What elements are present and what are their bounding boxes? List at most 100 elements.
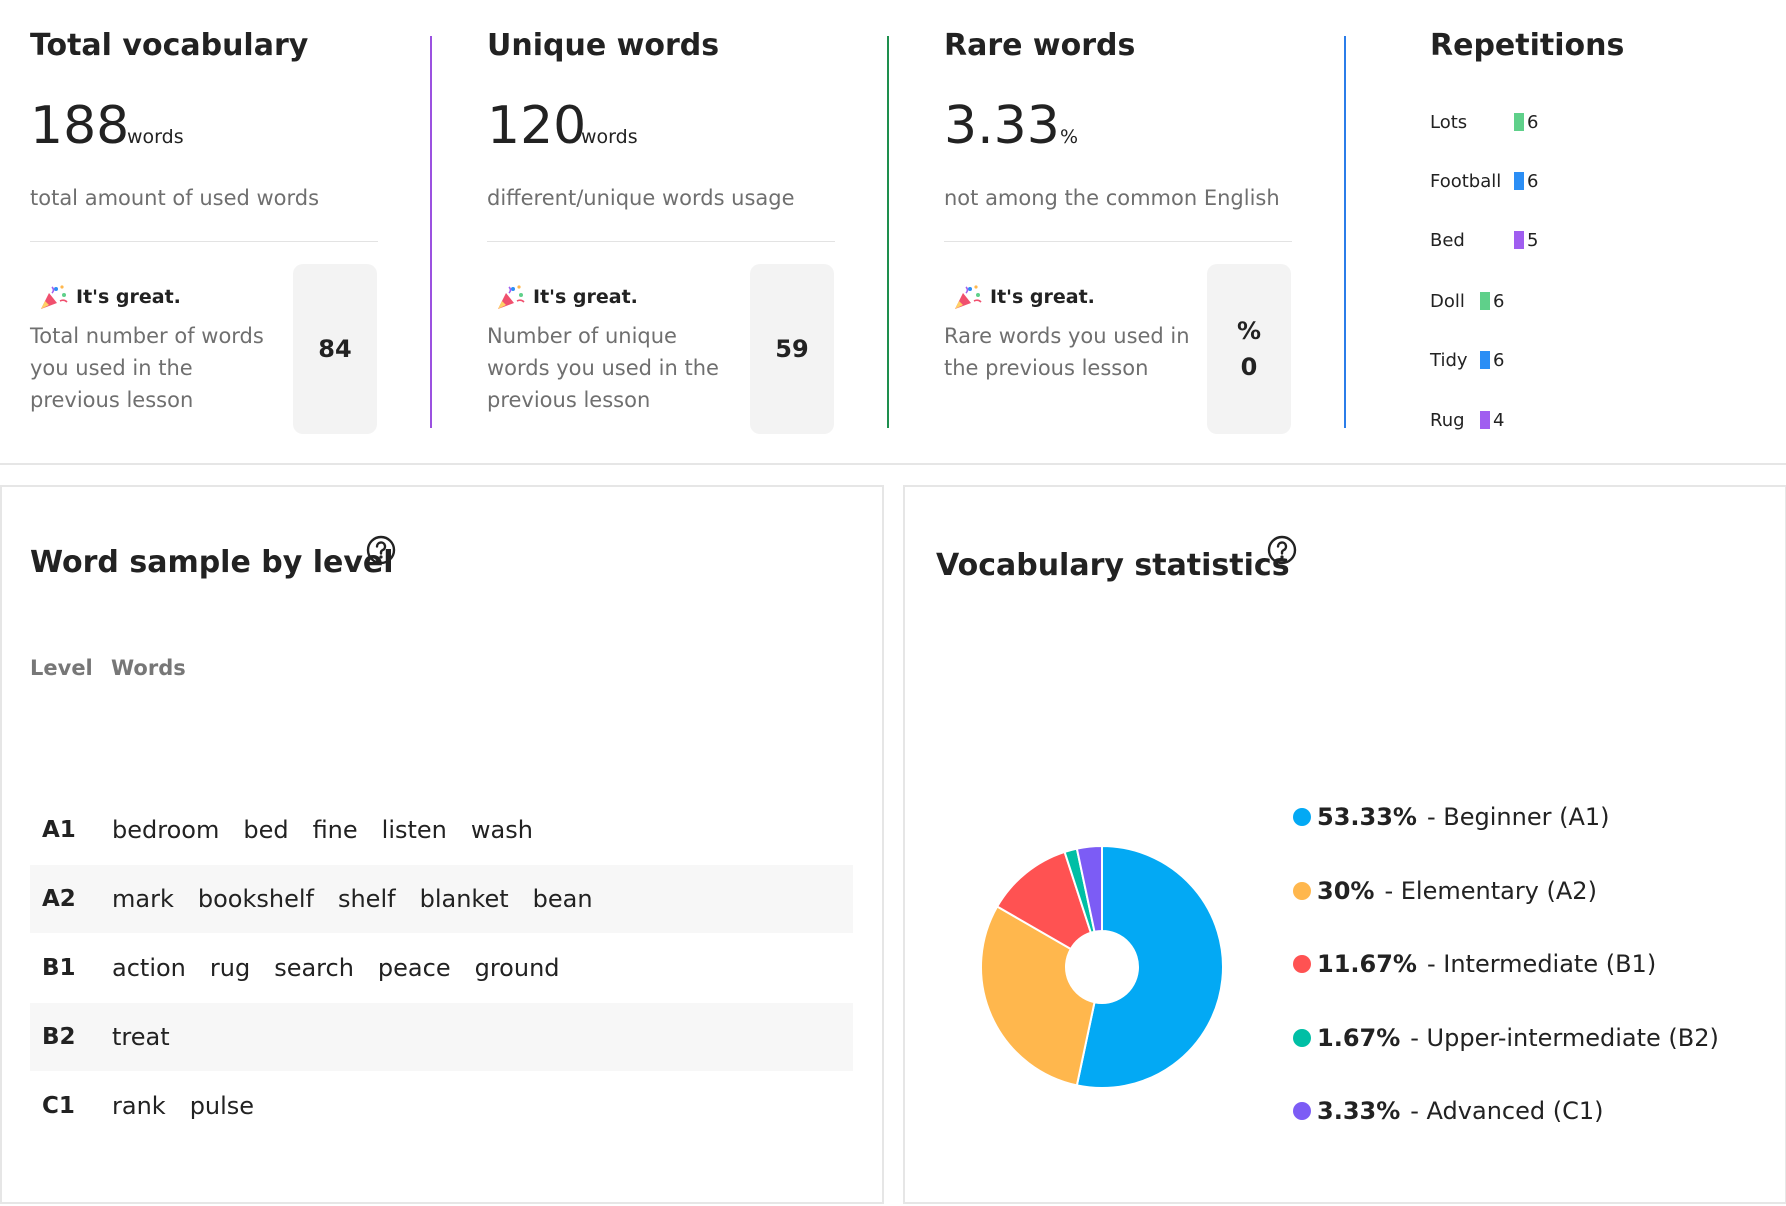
question-circle-icon[interactable]: [366, 535, 396, 565]
repetition-count: 6: [1527, 170, 1539, 192]
great-label: It's great.: [990, 286, 1095, 308]
legend-percent: 30%: [1317, 876, 1375, 905]
vocabulary-statistics-title: Vocabulary statistics: [936, 548, 1290, 583]
word: peace: [377, 954, 451, 982]
great-message: It's great.: [38, 283, 181, 311]
previous-lesson-value: 84: [293, 264, 377, 434]
card-subtitle: not among the common English: [944, 186, 1280, 210]
separator-purple: [430, 36, 432, 428]
level-code: C1: [42, 1093, 75, 1119]
question-circle-icon[interactable]: [1267, 535, 1297, 565]
slice-advanced-c1[interactable]: [1075, 844, 1103, 933]
card-subtitle: total amount of used words: [30, 186, 320, 210]
divider: [30, 241, 378, 242]
legend-dot-icon: [1293, 1102, 1311, 1120]
word: bedroom: [112, 816, 220, 844]
vocabulary-statistics-panel: Vocabulary statistics: [903, 485, 1786, 1204]
repetition-item: Rug 4: [1430, 408, 1504, 432]
card-unique-words: Unique words 120 words different/unique …: [487, 0, 835, 450]
legend-label: - Upper-intermediate (B2): [1410, 1023, 1719, 1052]
repetition-count: 6: [1493, 349, 1505, 371]
legend-percent: 1.67%: [1317, 1023, 1401, 1052]
total-vocabulary-value: 188: [30, 96, 130, 156]
level-code: B1: [42, 955, 76, 981]
table-row: A1 bedroom bed fine listen wash: [30, 796, 853, 864]
previous-lesson-description: Number of unique words you used in the p…: [487, 324, 719, 412]
table-row: C1 rank pulse: [30, 1072, 853, 1140]
column-header-level: Level: [30, 656, 93, 680]
repetition-bar: [1480, 411, 1490, 429]
legend-item: 53.33% - Beginner (A1): [1293, 799, 1610, 835]
previous-value: 0: [1240, 353, 1258, 381]
legend-dot-icon: [1293, 955, 1311, 973]
word: wash: [470, 816, 533, 844]
repetition-bar: [1514, 231, 1524, 249]
repetition-word: Bed: [1430, 229, 1465, 251]
level-code: B2: [42, 1024, 76, 1050]
repetition-item: Bed 5: [1430, 228, 1538, 252]
repetition-count: 6: [1527, 111, 1539, 133]
word: search: [274, 954, 354, 982]
value-unit: words: [127, 126, 184, 148]
legend-label: - Beginner (A1): [1426, 803, 1610, 831]
unique-words-value: 120: [487, 96, 587, 156]
word: fine: [312, 816, 358, 844]
repetition-word: Lots: [1430, 111, 1468, 133]
card-total-vocabulary: Total vocabulary 188 words total amount …: [30, 0, 378, 450]
slice-beginner-a1[interactable]: [1075, 844, 1224, 1089]
great-label: It's great.: [533, 286, 638, 308]
level-words: treat: [112, 1023, 170, 1051]
percent-symbol: %: [1236, 317, 1262, 345]
divider: [487, 241, 835, 242]
great-label: It's great.: [76, 286, 181, 308]
level-words: bedroom bed fine listen wash: [112, 816, 533, 844]
level-words: rank pulse: [112, 1092, 254, 1120]
legend-dot-icon: [1293, 1028, 1311, 1047]
card-subtitle: different/unique words usage: [487, 186, 795, 210]
card-title: Unique words: [487, 28, 720, 63]
repetitions-title: Repetitions: [1430, 28, 1625, 63]
card-rare-words: Rare words 3.33 % not among the common E…: [944, 0, 1292, 450]
word: listen: [381, 816, 447, 844]
legend-label: - Elementary (A2): [1384, 876, 1597, 905]
word: mark: [112, 885, 174, 913]
word: shelf: [337, 885, 396, 913]
repetition-word: Rug: [1430, 409, 1465, 431]
legend-dot-icon: [1293, 881, 1311, 900]
party-popper-icon: [955, 285, 982, 309]
legend-dot-icon: [1293, 808, 1311, 826]
table-row: A2 mark bookshelf shelf blanket bean: [30, 865, 853, 933]
repetition-item: Doll 6: [1430, 289, 1504, 313]
repetition-word: Tidy: [1430, 349, 1468, 371]
level-words: mark bookshelf shelf blanket bean: [112, 885, 593, 913]
legend-label: - Intermediate (B1): [1426, 950, 1657, 978]
repetition-count: 5: [1527, 229, 1539, 251]
legend-label: - Advanced (C1): [1410, 1097, 1604, 1125]
legend-item: 1.67% - Upper-intermediate (B2): [1293, 1020, 1719, 1056]
level-words: action rug search peace ground: [112, 954, 560, 982]
rare-words-value: 3.33: [944, 96, 1060, 156]
word: treat: [112, 1023, 170, 1051]
word-sample-panel: Word sample by level: [0, 485, 884, 1204]
repetition-bar: [1514, 113, 1524, 131]
table-row: B2 treat: [30, 1003, 853, 1071]
word: bed: [243, 816, 289, 844]
vocabulary-donut-chart: [980, 844, 1224, 1089]
slice-elementary-a2[interactable]: [980, 905, 1096, 1087]
party-popper-icon: [498, 285, 525, 309]
card-title: Rare words: [944, 28, 1136, 63]
previous-lesson-description: Rare words you used in the previous less…: [944, 324, 1190, 380]
legend-percent: 3.33%: [1317, 1097, 1401, 1125]
party-popper-icon: [41, 285, 68, 309]
card-title: Total vocabulary: [30, 28, 309, 63]
word: rug: [209, 954, 251, 982]
previous-lesson-description: Total number of words you used in the pr…: [30, 324, 264, 412]
great-message: It's great.: [952, 283, 1095, 311]
repetition-bar: [1514, 172, 1524, 190]
word: action: [112, 954, 186, 982]
repetition-item: Football 6: [1430, 169, 1538, 193]
column-header-words: Words: [111, 656, 186, 680]
word: bean: [532, 885, 593, 913]
repetition-bar: [1480, 292, 1490, 310]
previous-lesson-value: 59: [750, 264, 834, 434]
